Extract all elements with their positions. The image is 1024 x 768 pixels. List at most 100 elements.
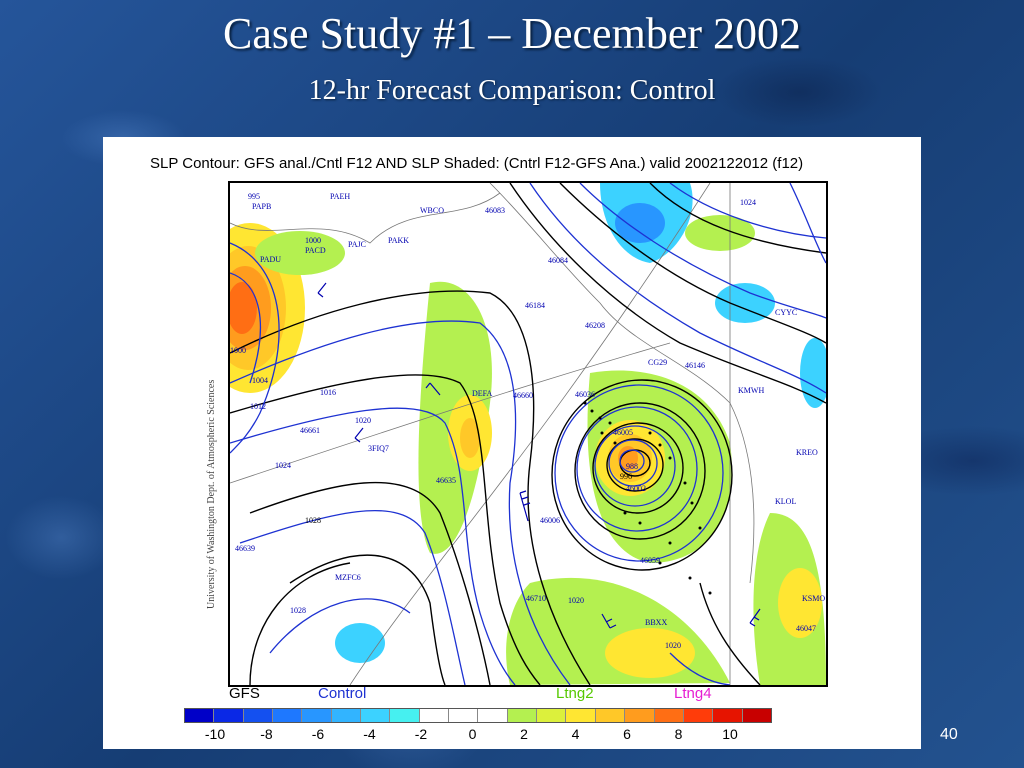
contour-label: 1028 bbox=[290, 606, 306, 615]
station-id: PACD bbox=[305, 246, 326, 255]
station-id: 46006 bbox=[540, 516, 560, 525]
colorbar-swatch bbox=[242, 709, 273, 722]
station-id: MZFC6 bbox=[335, 573, 361, 582]
contour-label: 1020 bbox=[665, 641, 681, 650]
slide-number: 40 bbox=[940, 726, 958, 743]
station-id: 46047 bbox=[796, 624, 816, 633]
figure-panel: SLP Contour: GFS anal./Cntl F12 AND SLP … bbox=[103, 137, 921, 749]
legend-control: Control bbox=[318, 685, 367, 702]
colorbar-swatch bbox=[741, 709, 771, 722]
shaded-anomalies bbox=[230, 183, 826, 685]
station-id: KMWH bbox=[738, 386, 764, 395]
contour-labels: 996 988 1000 1004 1012 1016 1020 1024 10… bbox=[230, 198, 756, 650]
colorbar-swatch bbox=[712, 709, 742, 722]
coastlines bbox=[230, 183, 755, 685]
legend-ltng4: Ltng4 bbox=[674, 685, 712, 702]
colorbar-swatch bbox=[565, 709, 595, 722]
map-graphics: 996 988 1000 1004 1012 1016 1020 1024 10… bbox=[230, 183, 826, 685]
colorbar-swatch bbox=[682, 709, 713, 722]
colorbar bbox=[184, 708, 772, 723]
station-id: 46639 bbox=[235, 544, 255, 553]
contour-label: 1012 bbox=[250, 402, 266, 411]
colorbar-swatch bbox=[360, 709, 390, 722]
observation-dots bbox=[583, 401, 712, 595]
credit-text: University of Washington Dept. of Atmosp… bbox=[206, 379, 217, 609]
contour-label: 1024 bbox=[740, 198, 756, 207]
station-id: PAPB bbox=[252, 202, 271, 211]
station-value: 1000 bbox=[305, 236, 321, 245]
contour-label: 1000 bbox=[230, 346, 246, 355]
colorbar-swatch bbox=[389, 709, 419, 722]
colorbar-tick-label: 0 bbox=[468, 726, 477, 742]
station-id: 46084 bbox=[548, 256, 568, 265]
colorbar-swatch bbox=[185, 709, 214, 722]
colorbar-tick-label: -2 bbox=[414, 726, 428, 742]
colorbar-tick-label: 10 bbox=[722, 726, 738, 742]
station-id: CYYC bbox=[775, 308, 797, 317]
colorbar-tick-label: 6 bbox=[623, 726, 631, 742]
station-id: 46005 bbox=[613, 428, 633, 437]
contour-label: 1020 bbox=[568, 596, 584, 605]
contour-label: 996 bbox=[620, 472, 632, 481]
colorbar-swatch bbox=[330, 709, 361, 722]
colorbar-tick-label: 8 bbox=[674, 726, 683, 742]
slide-subtitle: 12-hr Forecast Comparison: Control bbox=[308, 75, 716, 106]
colorbar-swatch bbox=[594, 709, 625, 722]
wind-barbs bbox=[317, 282, 761, 629]
station-id: 46083 bbox=[485, 206, 505, 215]
colorbar-swatch bbox=[448, 709, 478, 722]
station-id: PAEH bbox=[330, 192, 350, 201]
station-id: BBXX bbox=[645, 618, 667, 627]
station-id: 46002 bbox=[626, 484, 646, 493]
colorbar-swatch bbox=[272, 709, 302, 722]
station-id: KLOL bbox=[775, 497, 796, 506]
station-id: KSMO bbox=[802, 594, 825, 603]
colorbar-swatch bbox=[213, 709, 243, 722]
colorbar-swatch bbox=[506, 709, 537, 722]
colorbar-tick-label: -4 bbox=[363, 726, 376, 742]
station-value: 995 bbox=[248, 192, 260, 201]
slide-title: Case Study #1 – December 2002 bbox=[223, 9, 801, 58]
station-id: 46036 bbox=[575, 390, 595, 399]
colorbar-tick-label: -8 bbox=[260, 726, 273, 742]
colorbar-swatch bbox=[301, 709, 331, 722]
contour-label: 1020 bbox=[355, 416, 371, 425]
colorbar-swatch bbox=[477, 709, 507, 722]
map-title: SLP Contour: GFS anal./Cntl F12 AND SLP … bbox=[150, 155, 804, 172]
station-id: CG29 bbox=[648, 358, 667, 367]
station-id: PAKK bbox=[388, 236, 409, 245]
contour-legend: GFS Control Ltng2 Ltng4 bbox=[103, 683, 921, 705]
station-id: 46059 bbox=[640, 556, 660, 565]
colorbar-swatch bbox=[653, 709, 683, 722]
contour-label: 988 bbox=[626, 462, 638, 471]
station-id: 46710 bbox=[526, 594, 546, 603]
station-id: PADU bbox=[260, 255, 281, 264]
contour-label: 1024 bbox=[275, 461, 291, 470]
station-id: 46184 bbox=[525, 301, 545, 310]
legend-gfs: GFS bbox=[229, 685, 260, 702]
colorbar-ticks: -10 -8 -6 -4 -2 0 2 4 6 8 10 bbox=[103, 726, 921, 746]
station-id: 46635 bbox=[436, 476, 456, 485]
slp-map: 996 988 1000 1004 1012 1016 1020 1024 10… bbox=[228, 181, 828, 687]
station-id: 46146 bbox=[685, 361, 705, 370]
station-id: KREO bbox=[796, 448, 818, 457]
colorbar-tick-label: -6 bbox=[311, 726, 325, 742]
station-id: PAJC bbox=[348, 240, 366, 249]
contour-label: 1028 bbox=[305, 516, 321, 525]
legend-ltng2: Ltng2 bbox=[556, 685, 594, 702]
gfs-contours bbox=[230, 183, 826, 685]
station-id: 46208 bbox=[585, 321, 605, 330]
station-id: WBCO bbox=[420, 206, 444, 215]
station-labels: PAEH 995 PAPB PADU 1000 PACD PAJC PAKK W… bbox=[235, 192, 825, 633]
contour-label: 1004 bbox=[252, 376, 268, 385]
station-id: 3FIQ7 bbox=[368, 444, 389, 453]
contour-label: 1016 bbox=[320, 388, 336, 397]
colorbar-tick-label: -10 bbox=[204, 726, 226, 742]
colorbar-swatch bbox=[624, 709, 654, 722]
station-id: 46660 bbox=[513, 391, 533, 400]
control-contours bbox=[230, 183, 826, 685]
colorbar-tick-label: 4 bbox=[571, 726, 580, 742]
colorbar-swatch bbox=[536, 709, 566, 722]
station-id: DEFA bbox=[472, 389, 493, 398]
colorbar-tick-label: 2 bbox=[520, 726, 528, 742]
